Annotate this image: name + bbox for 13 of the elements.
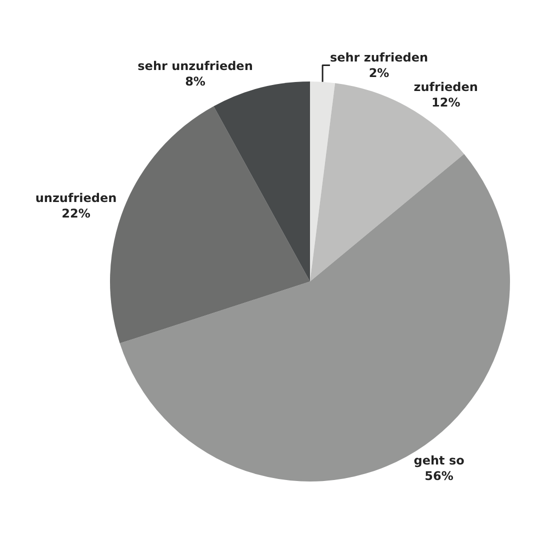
data-label: 12% — [431, 96, 460, 110]
slice-label: geht so — [414, 453, 464, 468]
slice-label: unzufrieden — [35, 191, 117, 206]
pie-slice — [310, 82, 336, 282]
pie-slice — [120, 154, 510, 482]
data-label: 56% — [424, 468, 454, 483]
data-label: 2% — [368, 66, 390, 80]
slice-label: sehr unzufrieden — [138, 59, 253, 74]
slice-label: zufrieden — [414, 80, 478, 94]
data-label: 22% — [62, 206, 90, 221]
pie-slice — [214, 82, 310, 282]
data-label: 8% — [185, 74, 206, 89]
slice-label: sehr zufrieden — [330, 50, 428, 64]
